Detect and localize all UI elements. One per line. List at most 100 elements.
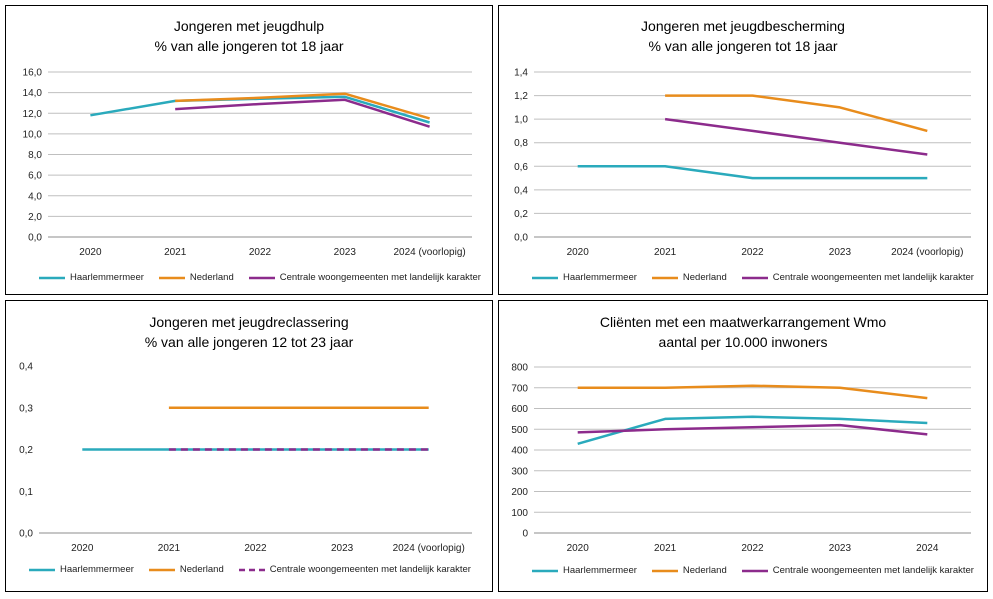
x-tick-label: 2020	[79, 247, 102, 258]
y-tick-label: 300	[511, 466, 528, 477]
legend-item: Haarlemmermeer	[28, 564, 134, 575]
chart-title: Jongeren met jeugdbescherming	[641, 18, 845, 34]
legend-label: Centrale woongemeenten met landelijk kar…	[772, 272, 974, 283]
x-tick-label: 2022	[741, 247, 764, 258]
legend-label: Centrale woongemeenten met landelijk kar…	[772, 565, 974, 576]
legend-item: Centrale woongemeenten met landelijk kar…	[238, 564, 471, 575]
legend-swatch	[532, 276, 558, 279]
x-tick-label: 2020	[71, 543, 94, 554]
legend-item: Nederland	[148, 564, 224, 575]
chart-panel-jeugdbescherming: Jongeren met jeugdbescherming % van alle…	[498, 5, 988, 295]
chart-plot-area: 16,0 14,0 12,0 10,0 8,0 6,0 4,0 2,0 0,0 2020 2021 2…	[23, 68, 472, 258]
legend-label: Nederland	[682, 565, 727, 576]
chart-legend: Haarlemmermeer Nederland Centrale woongeme…	[531, 272, 988, 283]
x-tick-label: 2020	[567, 247, 590, 258]
chart-plot-area: 1,4 1,2 1,0 0,8 0,6 0,4 0,2 0,0 2020 2021 2022 2023…	[514, 68, 971, 258]
legend-item: Centrale woongemeenten met landelijk kar…	[741, 565, 974, 576]
legend-item: Centrale woongemeenten met landelijk kar…	[741, 272, 974, 283]
y-tick-label: 400	[511, 446, 528, 457]
y-tick-label: 0,4	[19, 362, 33, 373]
chart-title: Jongeren met jeugdhulp	[173, 18, 325, 34]
series-line	[664, 117, 928, 156]
y-tick-label: 0,6	[514, 162, 528, 173]
chart-subtitle: % van alle jongeren 12 tot 23 jaar	[144, 334, 354, 350]
series-line	[577, 165, 928, 180]
chart-panel-jeugdreclassering: Jongeren met jeugdreclassering % van all…	[5, 300, 493, 592]
y-tick-label: 0,2	[514, 209, 528, 220]
x-tick-label: 2021	[158, 543, 181, 554]
chart-title: Jongeren met jeugdreclassering	[149, 314, 349, 330]
y-tick-label: 0,0	[19, 529, 33, 540]
chart-title-block: Jongeren met jeugdhulp % van alle jonger…	[6, 16, 492, 56]
x-tick-label: 2020	[567, 543, 590, 554]
legend-item: Haarlemmermeer	[531, 272, 637, 283]
chart-panel-jeugdhulp: Jongeren met jeugdhulp % van alle jonger…	[5, 5, 493, 295]
x-tick-label: 2022	[741, 543, 764, 554]
x-tick-label: 2021	[654, 543, 677, 554]
y-tick-label: 600	[511, 404, 528, 415]
legend-item: Centrale woongemeenten met landelijk kar…	[248, 272, 481, 283]
legend-swatch	[148, 568, 175, 571]
series-line	[577, 423, 928, 436]
legend-swatch	[741, 276, 768, 279]
x-tick-label: 2024 (voorlopig)	[393, 543, 465, 554]
y-tick-label: 0	[522, 529, 528, 540]
legend-label: Centrale woongemeenten met landelijk kar…	[279, 272, 481, 283]
legend-label: Centrale woongemeenten met landelijk kar…	[269, 564, 471, 575]
chart-title-block: Cliënten met een maatwerkarrangement Wmo…	[499, 312, 987, 352]
x-tick-label: 2024	[916, 543, 939, 554]
chart-title-block: Jongeren met jeugdreclassering % van all…	[6, 312, 492, 352]
y-tick-label: 1,0	[514, 115, 528, 126]
y-tick-label: 500	[511, 425, 528, 436]
y-tick-label: 100	[511, 508, 528, 519]
y-tick-label: 0,3	[19, 403, 33, 414]
x-tick-label: 2023	[829, 247, 852, 258]
series-line	[665, 94, 928, 133]
chart-panel-wmo: Cliënten met een maatwerkarrangement Wmo…	[498, 300, 988, 592]
legend-swatch	[39, 276, 65, 279]
legend-swatch	[651, 276, 678, 279]
y-tick-label: 6,0	[28, 171, 42, 182]
legend-item: Haarlemmermeer	[38, 272, 144, 283]
legend-swatch	[741, 569, 768, 572]
x-tick-label: 2022	[244, 543, 267, 554]
y-tick-label: 1,2	[514, 91, 528, 102]
legend-item: Haarlemmermeer	[531, 565, 637, 576]
legend-item: Nederland	[651, 565, 727, 576]
y-tick-label: 200	[511, 487, 528, 498]
series-line	[175, 98, 430, 128]
legend-label: Nederland	[682, 272, 727, 283]
x-tick-label: 2021	[654, 247, 677, 258]
legend-label: Nederland	[189, 272, 234, 283]
y-tick-label: 800	[511, 363, 528, 374]
legend-label: Haarlemmermeer	[60, 564, 134, 575]
y-tick-label: 0,0	[514, 233, 528, 244]
legend-swatch	[158, 276, 185, 279]
y-tick-label: 0,2	[19, 445, 33, 456]
y-tick-label: 1,4	[514, 68, 528, 79]
x-tick-label: 2024 (voorlopig)	[393, 247, 465, 258]
legend-label: Haarlemmermeer	[563, 272, 637, 283]
chart-legend: Haarlemmermeer Nederland Centrale woongeme…	[531, 565, 988, 576]
legend-label: Haarlemmermeer	[70, 272, 144, 283]
y-tick-label: 14,0	[23, 88, 43, 99]
series-line	[175, 92, 430, 120]
chart-legend: Haarlemmermeer Nederland Centrale woongeme…	[28, 564, 485, 575]
x-tick-label: 2023	[331, 543, 354, 554]
y-tick-label: 12,0	[23, 109, 43, 120]
x-tick-label: 2022	[249, 247, 272, 258]
legend-swatch	[29, 568, 55, 571]
y-tick-label: 0,1	[19, 487, 33, 498]
x-tick-label: 2021	[164, 247, 187, 258]
y-tick-label: 0,4	[514, 185, 528, 196]
series-line	[577, 384, 928, 400]
y-tick-label: 0,0	[28, 233, 42, 244]
chart-legend: Haarlemmermeer Nederland Centrale woongeme…	[38, 272, 495, 283]
legend-swatch	[651, 569, 678, 572]
legend-swatch	[248, 276, 275, 279]
chart-subtitle: aantal per 10.000 inwoners	[658, 334, 828, 350]
y-tick-label: 4,0	[28, 191, 42, 202]
series-line	[577, 415, 928, 446]
chart-title-block: Jongeren met jeugdbescherming % van alle…	[499, 16, 987, 56]
y-tick-label: 16,0	[23, 68, 43, 79]
